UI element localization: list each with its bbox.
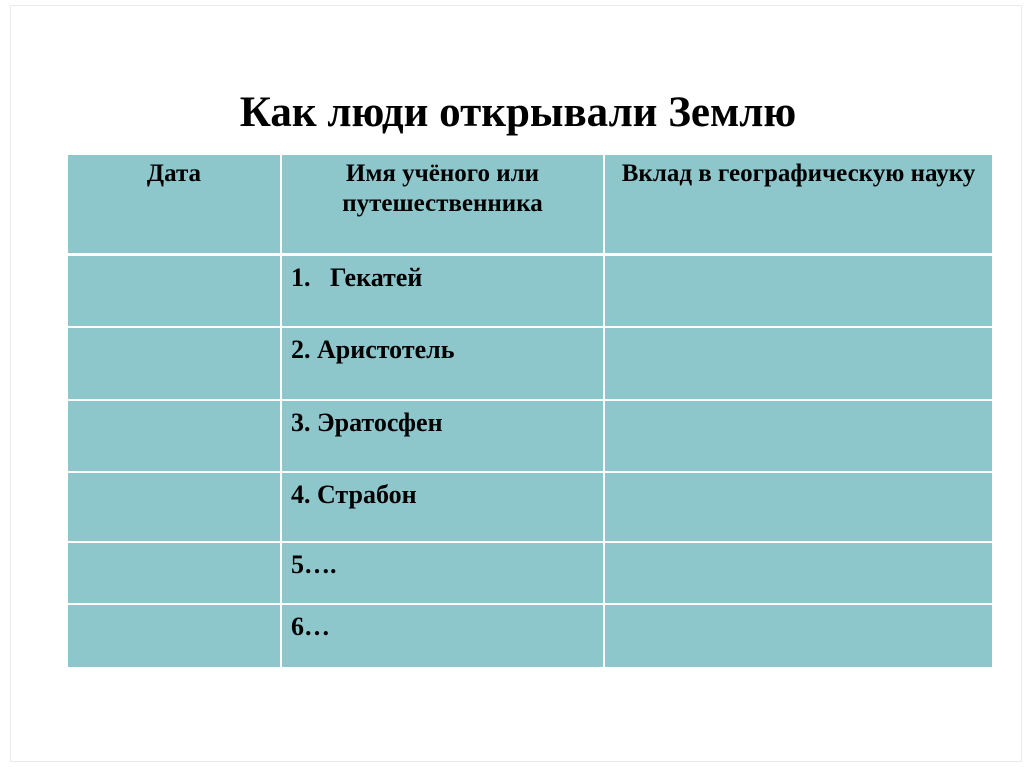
date-cell (66, 399, 282, 473)
table-header-row: Дата Имя учёного или путешественника Вкл… (66, 153, 994, 256)
discoveries-table: Дата Имя учёного или путешественника Вкл… (66, 153, 994, 669)
table-row: 5…. (66, 541, 994, 605)
date-cell (66, 603, 282, 669)
name-cell: 3. Эратосфен (280, 399, 605, 473)
table-row: 3. Эратосфен (66, 399, 994, 473)
name-cell: 2. Аристотель (280, 326, 605, 401)
date-cell (66, 541, 282, 605)
date-cell (66, 471, 282, 543)
contribution-cell (603, 541, 994, 605)
contribution-cell (603, 399, 994, 473)
table-row: 4. Страбон (66, 471, 994, 543)
slide-title: Как люди открывали Землю (239, 88, 797, 136)
table-row: 6… (66, 603, 994, 669)
table-row: 1. Гекатей (66, 253, 994, 328)
contribution-cell (603, 471, 994, 543)
name-cell: 5…. (280, 541, 605, 605)
date-cell (66, 326, 282, 401)
contribution-cell (603, 253, 994, 328)
name-cell: 6… (280, 603, 605, 669)
column-header-name: Имя учёного или путешественника (280, 153, 605, 256)
table-row: 2. Аристотель (66, 326, 994, 401)
contribution-cell (603, 326, 994, 401)
name-cell: 1. Гекатей (280, 253, 605, 328)
contribution-cell (603, 603, 994, 669)
date-cell (66, 253, 282, 328)
name-cell: 4. Страбон (280, 471, 605, 543)
column-header-date: Дата (66, 153, 282, 256)
column-header-contribution: Вклад в географическую науку (603, 153, 994, 256)
